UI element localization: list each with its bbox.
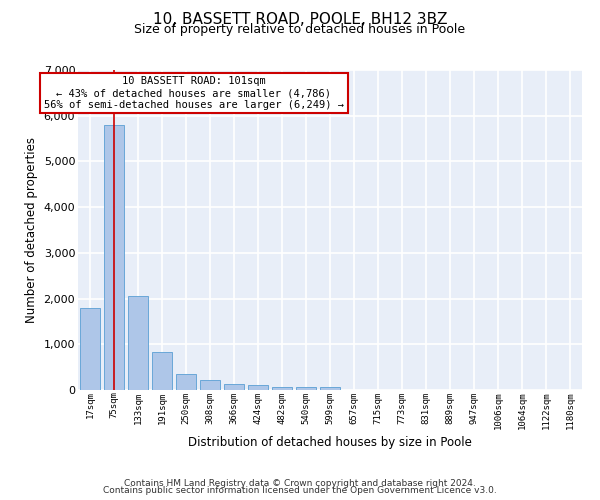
Bar	[272, 386, 292, 390]
Bar	[224, 384, 244, 390]
Text: 10 BASSETT ROAD: 101sqm
← 43% of detached houses are smaller (4,786)
56% of semi: 10 BASSETT ROAD: 101sqm ← 43% of detache…	[44, 76, 344, 110]
Bar	[152, 352, 172, 390]
Text: Contains public sector information licensed under the Open Government Licence v3: Contains public sector information licen…	[103, 486, 497, 495]
Text: Size of property relative to detached houses in Poole: Size of property relative to detached ho…	[134, 22, 466, 36]
Bar	[320, 388, 340, 390]
Bar	[176, 374, 196, 390]
Bar	[80, 308, 100, 390]
Text: 10, BASSETT ROAD, POOLE, BH12 3BZ: 10, BASSETT ROAD, POOLE, BH12 3BZ	[153, 12, 447, 28]
Bar	[248, 385, 268, 390]
Bar	[296, 388, 316, 390]
X-axis label: Distribution of detached houses by size in Poole: Distribution of detached houses by size …	[188, 436, 472, 449]
Bar	[128, 296, 148, 390]
Text: Contains HM Land Registry data © Crown copyright and database right 2024.: Contains HM Land Registry data © Crown c…	[124, 478, 476, 488]
Y-axis label: Number of detached properties: Number of detached properties	[25, 137, 38, 323]
Bar	[200, 380, 220, 390]
Bar	[104, 125, 124, 390]
